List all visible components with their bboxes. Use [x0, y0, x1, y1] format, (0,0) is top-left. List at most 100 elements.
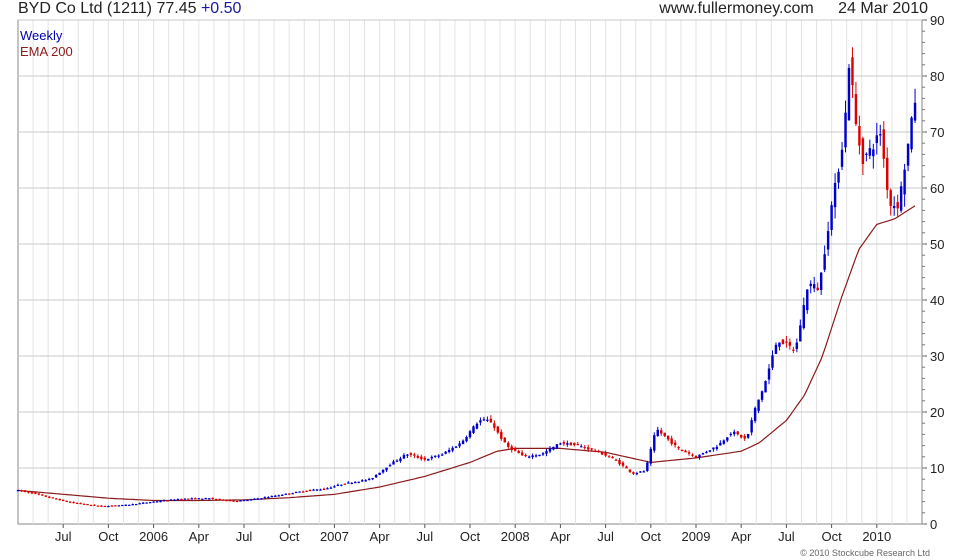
candle-body: [402, 455, 406, 459]
x-tick-label: Oct: [641, 529, 662, 544]
candle-body: [736, 431, 739, 435]
candle-body: [590, 448, 593, 450]
candle-body: [774, 344, 778, 354]
candle-body: [875, 135, 879, 143]
symbol-label: BYD Co Ltd (1211): [18, 0, 152, 17]
legend-ema200: EMA 200: [20, 44, 73, 59]
candle-body: [406, 454, 409, 456]
candle-body: [872, 149, 875, 157]
x-tick-label: 2009: [682, 529, 711, 544]
candle-body: [903, 169, 906, 195]
candle-body: [79, 503, 82, 505]
candle-body: [274, 495, 277, 497]
candle-body: [896, 202, 899, 209]
candle-body: [833, 182, 837, 208]
candle-body: [61, 499, 65, 502]
candle-body: [653, 435, 656, 451]
y-tick-label: 80: [930, 69, 944, 84]
candle-body: [635, 473, 639, 475]
candle-body: [360, 480, 364, 482]
candle-body: [194, 498, 197, 500]
candle-body: [201, 498, 204, 500]
candle-body: [239, 500, 242, 502]
candle-body: [267, 497, 270, 499]
candle-body: [573, 443, 576, 446]
candle-body: [30, 492, 34, 494]
candle-body: [291, 493, 294, 495]
candle-body: [479, 420, 482, 423]
y-tick-label: 20: [930, 405, 944, 420]
candle-body: [197, 498, 201, 500]
candle-body: [489, 418, 493, 423]
candle-body: [785, 341, 788, 343]
candle-body: [96, 505, 100, 507]
candle-body: [326, 488, 329, 490]
candle-body: [670, 438, 673, 444]
candle-body: [281, 494, 284, 496]
candle-body: [121, 504, 124, 507]
candle-body: [562, 442, 566, 444]
candle-body: [607, 456, 611, 458]
candle-body: [75, 502, 79, 504]
x-tick-label: Jul: [236, 529, 253, 544]
candle-body: [221, 499, 225, 501]
candle-body: [381, 469, 385, 473]
ema-200-line: [17, 205, 916, 502]
x-tick-label: Oct: [821, 529, 842, 544]
candle-body: [889, 190, 892, 206]
candle-body: [444, 451, 447, 454]
candle-body: [576, 444, 580, 446]
candle-body: [760, 391, 764, 400]
candle-body: [799, 325, 802, 342]
x-tick-label: Jul: [416, 529, 433, 544]
candle-body: [388, 465, 392, 467]
candle-body: [162, 500, 166, 502]
candle-body: [48, 496, 51, 498]
candle-body: [340, 484, 343, 486]
candle-body: [621, 462, 625, 466]
candle-body: [430, 456, 433, 459]
candle-body: [666, 435, 670, 440]
candle-body: [228, 500, 232, 502]
candle-body: [892, 206, 896, 208]
y-tick-label: 90: [930, 13, 944, 28]
candle-body: [496, 426, 500, 433]
candle-body: [155, 501, 159, 503]
candle-body: [235, 500, 239, 503]
candle-body: [663, 432, 666, 437]
x-tick-label: 2008: [501, 529, 530, 544]
candle-body: [180, 498, 183, 501]
candle-body: [503, 437, 506, 443]
candle-body: [680, 449, 684, 451]
price-label: 77.45: [156, 0, 197, 17]
candle-body: [510, 446, 513, 451]
copyright: © 2010 Stockcube Research Ltd: [800, 548, 930, 558]
candle-body: [204, 497, 207, 500]
candle-body: [559, 443, 562, 445]
candle-body: [420, 456, 423, 460]
candle-body: [392, 461, 395, 465]
candle-body: [538, 454, 541, 457]
candle-body: [41, 494, 44, 496]
candle-body: [128, 504, 131, 506]
y-tick-label: 30: [930, 349, 944, 364]
candle-body: [37, 493, 41, 495]
y-tick-label: 70: [930, 125, 944, 140]
x-tick-label: Jul: [778, 529, 795, 544]
candle-body: [336, 484, 340, 486]
candle-body: [750, 420, 753, 433]
candle-body: [114, 505, 117, 507]
candle-body: [513, 448, 517, 451]
candle-body: [569, 442, 573, 446]
candle-body: [746, 433, 750, 438]
candle-body: [757, 399, 760, 411]
axes: 0 10 20 30 40 50 60 70 80 90 Jul Oct 2006 Apr Jul Oct 20…: [55, 13, 945, 544]
candle-body: [134, 504, 138, 506]
candle-body: [187, 498, 190, 500]
candle-body: [315, 489, 319, 491]
candle-body: [861, 138, 865, 165]
candle-body: [646, 462, 649, 472]
candle-body: [618, 459, 621, 465]
candle-body: [802, 305, 806, 329]
y-tick-label: 50: [930, 237, 944, 252]
